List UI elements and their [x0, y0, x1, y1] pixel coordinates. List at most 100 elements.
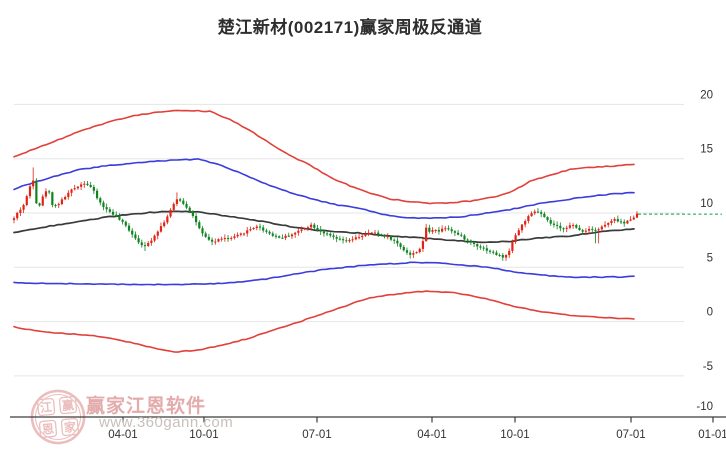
candle-body	[252, 228, 255, 230]
candle-body	[60, 199, 64, 205]
candle-body	[428, 227, 431, 232]
candle-body	[520, 224, 524, 231]
candle-body	[415, 252, 418, 254]
candle-body	[613, 219, 616, 221]
candle-body	[332, 235, 335, 238]
candle-body	[131, 230, 134, 235]
candle-body	[223, 238, 226, 240]
candle-body	[469, 240, 472, 243]
candle-body	[44, 191, 48, 197]
candle-body	[552, 223, 556, 225]
stamp-char: 赢	[61, 397, 74, 413]
stamp-char: 恩	[41, 421, 54, 437]
x-axis-label: 07-01	[302, 429, 331, 441]
candle-body	[540, 212, 543, 214]
candle-body	[453, 231, 456, 233]
candle-body	[329, 233, 332, 236]
candle-body	[159, 226, 163, 232]
candle-body	[418, 248, 421, 253]
candle-body	[287, 235, 290, 237]
candle-body	[444, 228, 447, 230]
candle-body	[108, 209, 111, 212]
candle-body	[594, 229, 597, 231]
candle-body	[281, 237, 284, 239]
candle-body	[488, 250, 492, 252]
candle-body	[447, 228, 450, 230]
candle-body	[102, 202, 105, 208]
candle-body	[354, 237, 357, 240]
candle-body	[501, 255, 504, 258]
candle-body	[236, 234, 239, 237]
candle-body	[584, 230, 587, 232]
candle-body	[41, 196, 44, 206]
candle-body	[188, 207, 191, 212]
candle-body	[76, 186, 79, 189]
candle-body	[348, 239, 351, 242]
candle-body	[591, 228, 594, 230]
lower-blue-channel-line	[13, 261, 635, 286]
candle-body	[79, 184, 83, 187]
candle-body	[22, 205, 25, 210]
candle-body	[472, 242, 476, 245]
candle-body	[118, 216, 121, 220]
x-axis-label: 04-01	[108, 429, 137, 441]
candle-body	[310, 224, 313, 228]
candle-body	[306, 227, 310, 229]
candle-body	[504, 255, 508, 258]
candle-body	[239, 233, 242, 235]
candle-body	[498, 254, 501, 256]
candle-body	[303, 228, 306, 230]
y-axis-label: 5	[707, 252, 713, 264]
candle-body	[124, 221, 127, 226]
candle-body	[99, 198, 102, 203]
watermark-brand-text: 赢家江恩软件	[86, 396, 207, 417]
candle-body	[565, 227, 568, 229]
candle-body	[370, 232, 373, 234]
candle-body	[51, 192, 54, 206]
candle-body	[233, 236, 236, 238]
candle-body	[495, 252, 498, 255]
candle-body	[607, 223, 610, 225]
y-axis-label: 0	[707, 307, 713, 319]
candle-body	[92, 186, 95, 191]
candle-body	[527, 216, 530, 222]
candle-body	[632, 217, 635, 220]
candle-body	[249, 229, 252, 231]
candle-body	[345, 240, 348, 242]
candle-body	[437, 230, 441, 232]
upper-red-channel-line	[13, 109, 635, 205]
candle-body	[380, 234, 383, 236]
candle-body	[386, 236, 389, 238]
candle-body	[405, 250, 409, 253]
candle-body	[482, 247, 485, 249]
candle-body	[603, 224, 607, 227]
candle-body	[204, 233, 207, 237]
x-axis-label: 10-01	[189, 429, 218, 441]
candle-body	[35, 180, 38, 204]
candle-body	[214, 241, 217, 243]
candle-body	[143, 245, 147, 247]
candle-body	[150, 240, 153, 244]
candle-body	[514, 235, 517, 242]
stamp-char: 家	[63, 419, 77, 435]
candle-body	[32, 180, 35, 187]
candle-body	[105, 207, 108, 210]
candle-body	[460, 234, 463, 236]
candle-body	[597, 229, 600, 231]
stamp-char: 江	[39, 399, 52, 415]
watermark-url-text: www.360gann.com	[99, 414, 234, 431]
stamp-group: 江赢恩家	[30, 389, 86, 445]
candle-body	[581, 230, 584, 232]
candle-body	[226, 238, 230, 240]
candle-body	[313, 224, 316, 228]
candle-body	[402, 246, 405, 251]
candle-body	[357, 237, 361, 239]
x-axis-label: 04-01	[417, 429, 446, 441]
candle-body	[73, 188, 76, 190]
candle-body	[616, 219, 619, 222]
candle-body	[626, 220, 629, 224]
candle-body	[635, 213, 639, 218]
candle-body	[64, 197, 67, 200]
candle-body	[258, 226, 262, 228]
